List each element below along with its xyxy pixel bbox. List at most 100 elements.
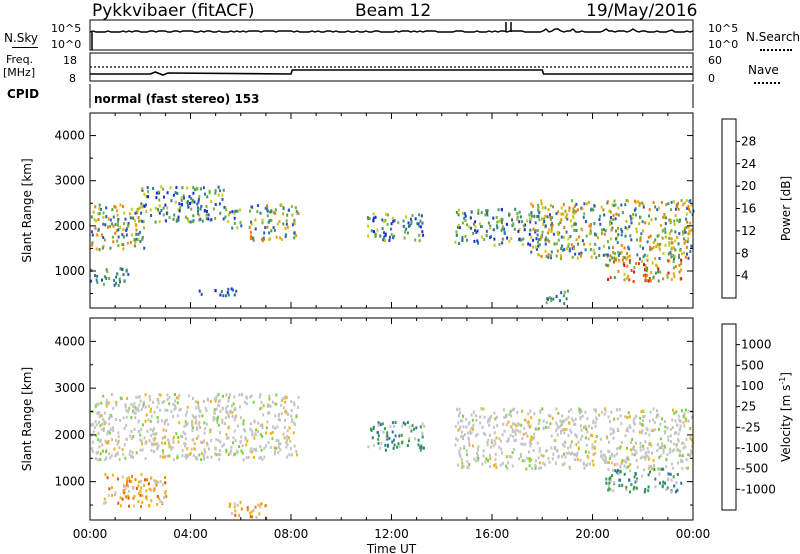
velocity-cell — [155, 432, 158, 436]
velocity-cell — [488, 433, 491, 437]
velocity-cell — [631, 452, 634, 456]
power-cell — [293, 231, 296, 235]
power-cell — [536, 214, 539, 218]
velocity-cell — [494, 442, 497, 446]
power-cell — [119, 280, 121, 284]
velocity-cell — [384, 443, 387, 447]
power-cell — [684, 230, 687, 234]
velocity-cell — [265, 444, 267, 448]
velocity-cell — [156, 405, 159, 409]
power-cell — [272, 211, 275, 215]
velocity-cell — [477, 457, 480, 460]
power-cell — [131, 233, 133, 237]
power-cell — [555, 212, 558, 216]
velocity-cell — [168, 402, 171, 406]
velocity-cell — [672, 408, 674, 412]
power-cell — [200, 292, 203, 296]
velocity-cell — [489, 457, 492, 461]
velocity-cell — [625, 457, 628, 460]
velocity-cell — [684, 408, 687, 412]
velocity-cell — [140, 408, 143, 412]
power-cell — [600, 228, 603, 232]
velocity-cell — [194, 400, 197, 404]
velocity-cell — [569, 428, 572, 432]
power-cell — [638, 204, 641, 208]
power-cell — [563, 247, 566, 251]
power-cell — [419, 219, 422, 223]
power-cell — [597, 236, 599, 240]
velocity-cell — [609, 488, 612, 492]
velocity-cell — [135, 408, 138, 412]
velocity-cell — [146, 429, 149, 433]
power-cell — [146, 186, 149, 190]
power-cell — [680, 258, 683, 262]
velocity-cell — [232, 402, 235, 406]
velocity-cell — [106, 476, 109, 480]
power-cell — [560, 235, 563, 239]
velocity-cell — [669, 447, 672, 451]
velocity-cell — [132, 410, 135, 414]
velocity-cell — [162, 455, 164, 459]
power-cell — [683, 241, 686, 245]
power-cell — [115, 281, 117, 285]
power-cell — [606, 253, 609, 257]
power-cell — [544, 249, 547, 253]
velocity-cell — [495, 436, 498, 440]
power-cell — [406, 231, 409, 235]
power-cell — [630, 221, 633, 225]
power-cell — [95, 278, 98, 282]
velocity-cell — [386, 434, 389, 438]
power-cell — [529, 220, 532, 224]
velocity-cell — [594, 440, 597, 444]
velocity-cell — [191, 421, 194, 425]
power-cell — [593, 251, 596, 255]
power-cell — [614, 252, 617, 256]
velocity-cell — [214, 447, 217, 451]
power-cell — [383, 231, 385, 235]
velocity-cell — [203, 399, 205, 403]
power-cell — [166, 191, 169, 195]
power-cell — [677, 242, 680, 246]
velocity-cell — [193, 442, 196, 446]
power-cell — [508, 212, 511, 216]
velocity-cell — [252, 448, 255, 452]
power-cell — [261, 221, 264, 225]
power-cell — [177, 218, 180, 222]
power-cell — [521, 220, 524, 224]
power-cell — [649, 245, 652, 249]
velocity-cell — [98, 415, 101, 418]
power-cell — [538, 238, 541, 242]
velocity-cell — [227, 426, 230, 430]
power-cell — [221, 193, 224, 197]
velocity-cell — [159, 499, 162, 503]
power-cell — [138, 206, 141, 210]
velocity-cell — [145, 497, 148, 501]
power-cell — [178, 209, 181, 213]
power-cell — [217, 193, 220, 197]
freq-line — [90, 69, 693, 76]
velocity-cell — [549, 422, 552, 426]
power-cell — [162, 187, 165, 191]
velocity-cell — [141, 442, 143, 446]
power-cell — [652, 275, 655, 279]
power-cell — [581, 207, 584, 211]
velocity-cell — [192, 438, 195, 441]
power-cell — [174, 200, 177, 204]
velocity-cell — [159, 455, 162, 459]
power-cell — [114, 205, 117, 209]
power-cell — [236, 226, 239, 230]
velocity-cell — [112, 426, 114, 430]
velocity-cell — [121, 475, 124, 479]
velocity-cell — [530, 416, 533, 420]
velocity-cell — [153, 450, 155, 454]
power-cell — [143, 226, 145, 230]
velocity-cell — [670, 490, 673, 494]
power-cell — [681, 203, 684, 207]
power-cell — [223, 205, 226, 209]
velocity-cell — [243, 400, 246, 404]
velocity-cell — [213, 397, 216, 401]
power-cell — [632, 280, 635, 283]
velocity-cell — [234, 513, 237, 517]
power-cell — [530, 214, 533, 218]
velocity-cell — [502, 422, 505, 426]
